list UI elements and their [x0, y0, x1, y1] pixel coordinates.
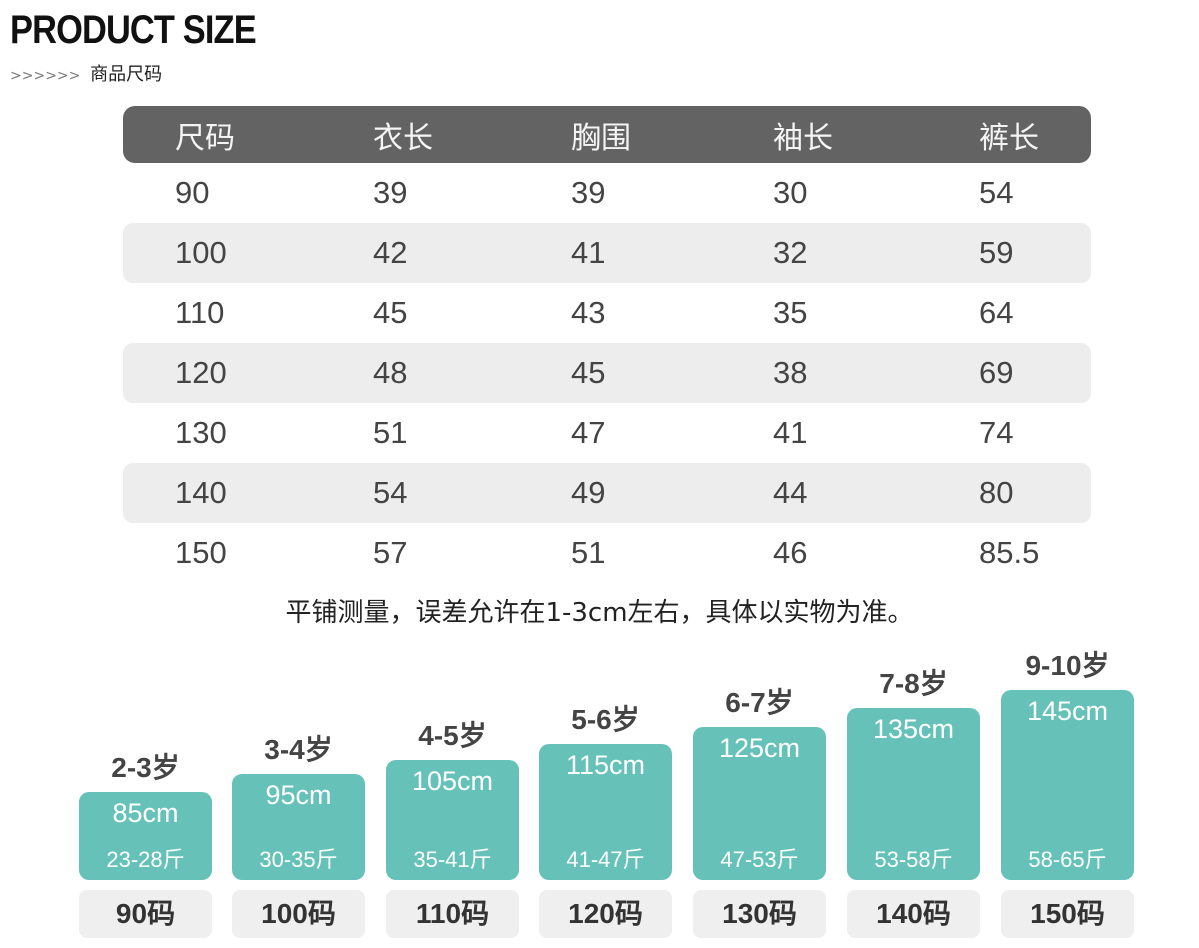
table-cell: 41: [773, 415, 808, 450]
weight-label: 30-35斤: [259, 847, 338, 872]
page-heading: PRODUCT SIZE: [10, 8, 257, 52]
height-block: 125cm 47-53斤: [693, 727, 826, 880]
table-cell: 100: [175, 235, 227, 270]
height-block: 135cm 53-58斤: [847, 708, 980, 880]
header-sleeve: 袖长: [773, 120, 833, 156]
size-tag: 90码: [79, 890, 212, 938]
weight-label: 58-65斤: [1028, 847, 1107, 872]
size-tag: 120码: [539, 890, 672, 938]
table-header: 尺码 衣长 胸围 袖长 裤长: [123, 106, 1091, 163]
table-cell: 54: [979, 175, 1014, 210]
table-row: 110 45 43 35 64: [123, 283, 1091, 343]
size-tag: 150码: [1001, 890, 1134, 938]
table-row: 130 51 47 41 74: [123, 403, 1091, 463]
table-cell: 51: [571, 535, 606, 570]
size-tag: 130码: [693, 890, 826, 938]
table-row: 90 39 39 30 54: [123, 163, 1091, 223]
header-length: 衣长: [373, 120, 433, 156]
age-label: 5-6岁: [571, 704, 640, 735]
weight-label: 23-28斤: [106, 847, 185, 872]
table-cell: 48: [373, 355, 408, 390]
table-cell: 57: [373, 535, 408, 570]
height-label: 105cm: [411, 766, 494, 796]
table-cell: 39: [571, 175, 606, 210]
table-cell: 85.5: [979, 535, 1040, 570]
weight-label: 47-53斤: [720, 847, 799, 872]
age-label: 9-10岁: [1025, 650, 1110, 681]
header-pants: 裤长: [979, 120, 1039, 156]
table-cell: 46: [773, 535, 808, 570]
table-cell: 140: [175, 475, 227, 510]
table-row: 140 54 49 44 80: [123, 463, 1091, 523]
weight-label: 41-47斤: [566, 847, 645, 872]
weight-label: 35-41斤: [413, 847, 492, 872]
table-row: 150 57 51 46 85.5: [123, 523, 1091, 583]
table-cell: 69: [979, 355, 1014, 390]
height-block: 85cm 23-28斤: [79, 792, 212, 880]
age-label: 7-8岁: [879, 668, 948, 699]
table-cell: 43: [571, 295, 606, 330]
table-cell: 120: [175, 355, 227, 390]
table-cell: 30: [773, 175, 808, 210]
height-label: 145cm: [1026, 696, 1109, 726]
table-cell: 45: [373, 295, 408, 330]
table-cell: 130: [175, 415, 227, 450]
age-label: 2-3岁: [111, 752, 180, 783]
table-cell: 80: [979, 475, 1014, 510]
age-label: 6-7岁: [725, 687, 794, 718]
table-cell: 51: [373, 415, 408, 450]
header-size: 尺码: [175, 120, 235, 156]
table-cell: 45: [571, 355, 606, 390]
table-row: 100 42 41 32 59: [123, 223, 1091, 283]
table-cell: 49: [571, 475, 606, 510]
arrows-decoration: >>>>>>: [10, 68, 81, 84]
table-cell: 38: [773, 355, 808, 390]
size-tag: 110码: [386, 890, 519, 938]
height-label: 125cm: [718, 733, 801, 763]
subheading-text: 商品尺码: [90, 64, 163, 85]
table-cell: 59: [979, 235, 1014, 270]
table-cell: 39: [373, 175, 408, 210]
age-label: 4-5岁: [418, 720, 487, 751]
table-cell: 90: [175, 175, 210, 210]
size-tag: 140码: [847, 890, 980, 938]
table-cell: 110: [175, 295, 225, 330]
header-chest: 胸围: [571, 120, 631, 156]
table-cell: 44: [773, 475, 808, 510]
weight-label: 53-58斤: [874, 847, 953, 872]
measurement-note: 平铺测量，误差允许在1-3cm左右，具体以实物为准。: [285, 598, 914, 628]
table-cell: 64: [979, 295, 1014, 330]
age-label: 3-4岁: [264, 734, 333, 765]
height-block: 95cm 30-35斤: [232, 774, 365, 880]
table-cell: 35: [773, 295, 808, 330]
table-cell: 74: [979, 415, 1014, 450]
height-block: 105cm 35-41斤: [386, 760, 519, 880]
table-cell: 47: [571, 415, 606, 450]
table-cell: 42: [373, 235, 408, 270]
table-cell: 150: [175, 535, 227, 570]
height-label: 115cm: [565, 750, 646, 780]
table-row: 120 48 45 38 69: [123, 343, 1091, 403]
table-cell: 41: [571, 235, 606, 270]
table-cell: 32: [773, 235, 808, 270]
size-tag: 100码: [232, 890, 365, 938]
height-block: 145cm 58-65斤: [1001, 690, 1134, 880]
size-table: 尺码 衣长 胸围 袖长 裤长 90 39 39 30 54 100 42 41 32 59 110 4…: [123, 106, 1091, 583]
height-label: 95cm: [265, 780, 332, 810]
height-label: 85cm: [112, 798, 179, 828]
height-label: 135cm: [872, 714, 955, 744]
height-block: 115cm 41-47斤: [539, 744, 672, 880]
table-cell: 54: [373, 475, 408, 510]
page-subheading: >>>>>> 商品尺码: [10, 60, 162, 86]
